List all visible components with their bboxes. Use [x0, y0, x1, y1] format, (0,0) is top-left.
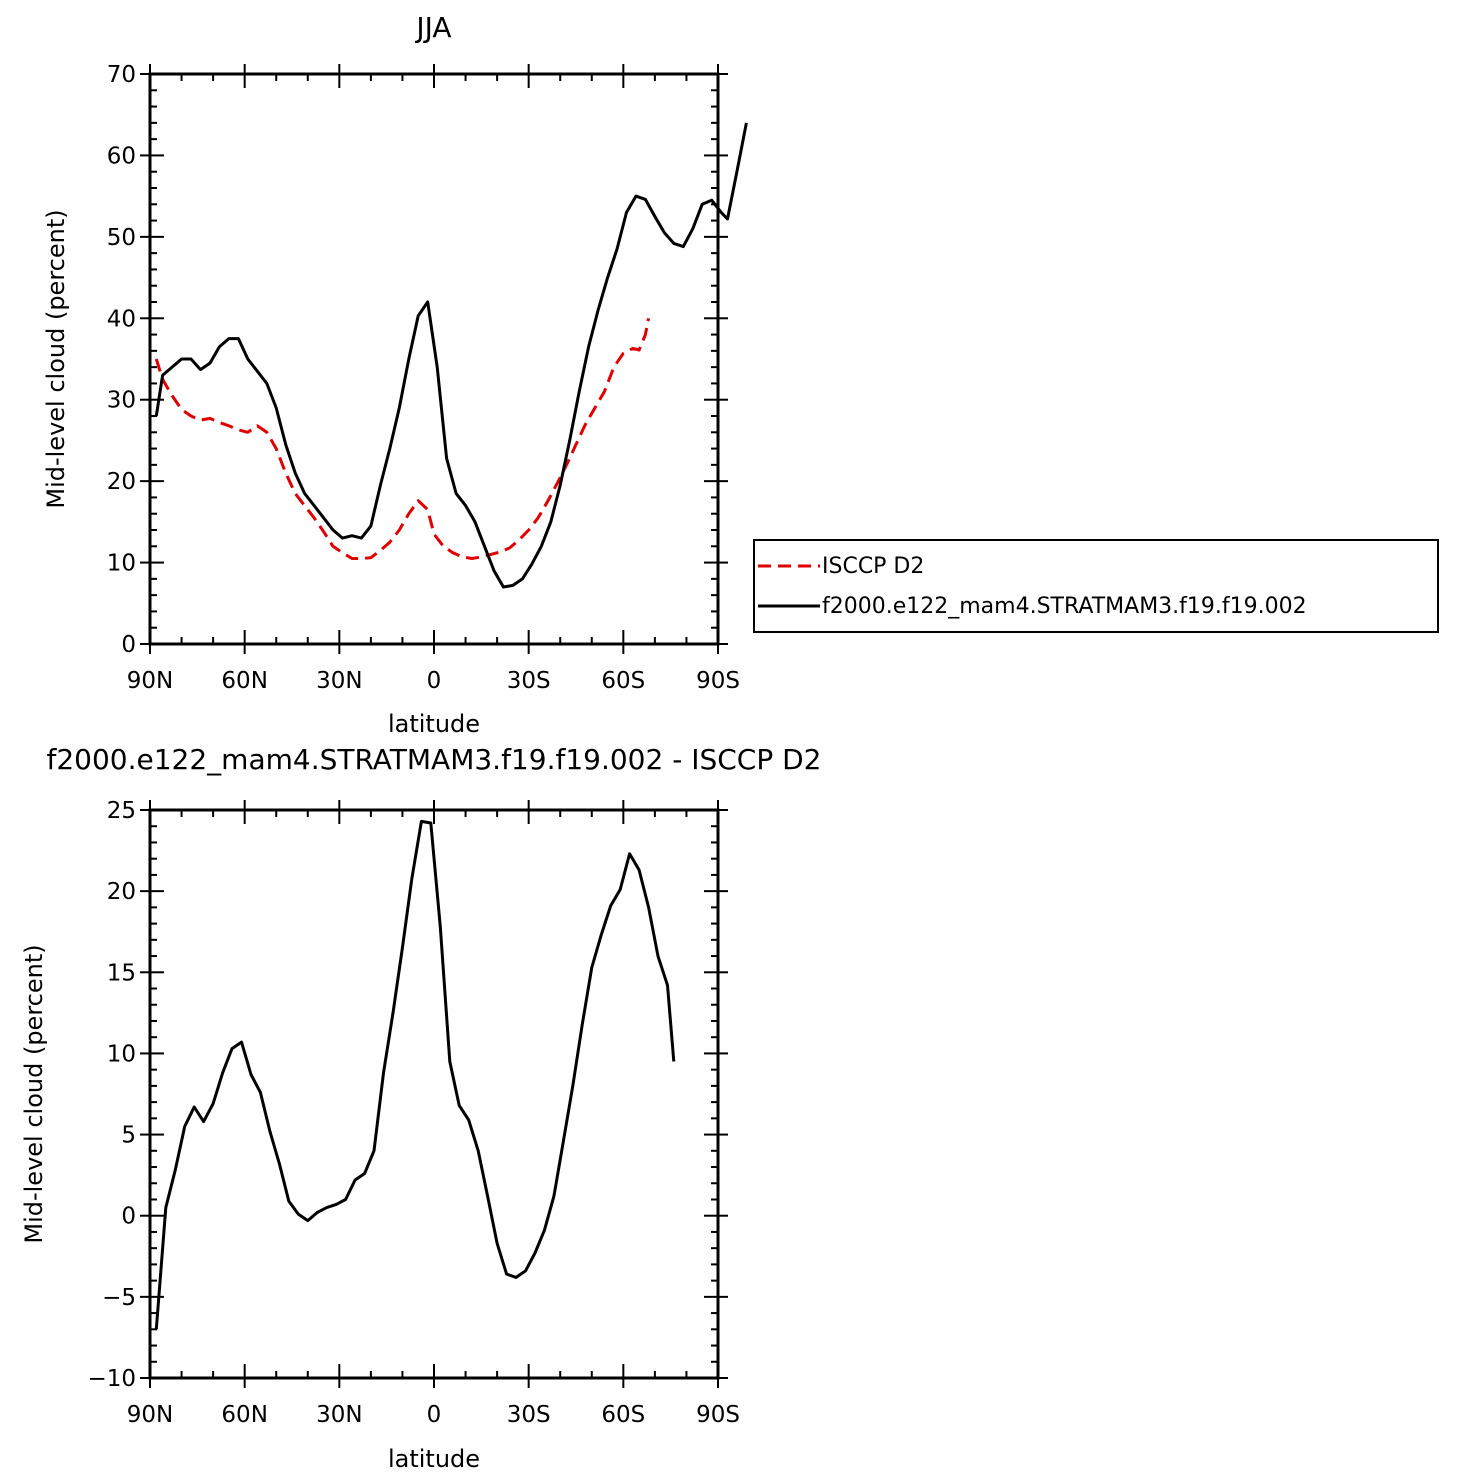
bottom-x-axis-title: latitude	[388, 1445, 480, 1473]
top-y-tick-label: 10	[107, 551, 136, 577]
bottom-x-tick-label: 60N	[221, 1402, 267, 1428]
bottom-y-tick-label: −10	[87, 1366, 136, 1392]
bottom-y-tick-label: 15	[107, 960, 136, 986]
top-x-tick-label: 60S	[601, 668, 645, 694]
bottom-x-tick-label: 60S	[601, 1402, 645, 1428]
bottom-x-tick-label: 30N	[316, 1402, 362, 1428]
bottom-y-axis-title: Mid-level cloud (percent)	[20, 944, 48, 1243]
bottom-ticks: −10 −5 0 5 10 15 20 25 90N 60N 30N 0 30S 60S 90S	[87, 798, 739, 1428]
bottom-y-tick-label: 25	[107, 798, 136, 824]
bottom-y-tick-label: −5	[102, 1285, 136, 1311]
bottom-x-tick-label: 0	[427, 1402, 442, 1428]
bottom-panel-title: f2000.e122_mam4.STRATMAM3.f19.f19.002 - …	[47, 743, 822, 776]
bottom-y-tick-label: 20	[107, 879, 136, 905]
top-y-tick-label: 0	[121, 632, 136, 658]
bottom-x-tick-label: 30S	[507, 1402, 551, 1428]
bottom-x-tick-label: 90S	[696, 1402, 740, 1428]
bottom-plot-frame	[148, 808, 720, 1380]
top-ticks: 0 10 20 30 40 50 60 70 90N 60N 30N 0 30S 60S 90S	[107, 62, 740, 694]
legend-label-isccp: ISCCP D2	[822, 554, 924, 579]
top-x-tick-label: 30N	[316, 668, 362, 694]
top-x-tick-label: 60N	[221, 668, 267, 694]
bottom-x-tick-label: 90N	[127, 1402, 173, 1428]
top-series-line-0	[154, 318, 651, 560]
top-y-tick-label: 30	[107, 388, 136, 414]
top-x-tick-label: 90S	[696, 668, 740, 694]
top-plot-frame	[148, 72, 720, 646]
bottom-panel: f2000.e122_mam4.STRATMAM3.f19.f19.002 - …	[20, 743, 822, 1473]
bottom-y-tick-label: 10	[107, 1041, 136, 1067]
legend-box	[753, 539, 1439, 633]
top-x-axis-title: latitude	[388, 710, 480, 738]
bottom-lines	[154, 819, 676, 1330]
top-x-tick-label: 0	[427, 668, 442, 694]
bottom-y-tick-label: 5	[121, 1123, 136, 1149]
top-y-tick-label: 50	[107, 225, 136, 251]
top-y-tick-label: 20	[107, 469, 136, 495]
top-y-tick-label: 40	[107, 306, 136, 332]
top-x-tick-label: 90N	[127, 668, 173, 694]
top-x-tick-label: 30S	[507, 668, 551, 694]
bottom-y-tick-label: 0	[121, 1204, 136, 1230]
top-panel: JJA 0 10 20 30 40 50 60 70 90N 60N 30N 0 30S 60S 90S M…	[42, 11, 748, 738]
bottom-series-line-0	[154, 819, 676, 1330]
legend-label-model: f2000.e122_mam4.STRATMAM3.f19.f19.002	[822, 594, 1307, 619]
top-y-tick-label: 70	[107, 62, 136, 88]
top-panel-title: JJA	[414, 11, 451, 44]
top-y-axis-title: Mid-level cloud (percent)	[42, 209, 70, 508]
top-lines	[154, 122, 748, 589]
top-series-line-1	[154, 122, 748, 589]
legend: ISCCP D2 f2000.e122_mam4.STRATMAM3.f19.f…	[753, 539, 1439, 633]
top-y-tick-label: 60	[107, 143, 136, 169]
